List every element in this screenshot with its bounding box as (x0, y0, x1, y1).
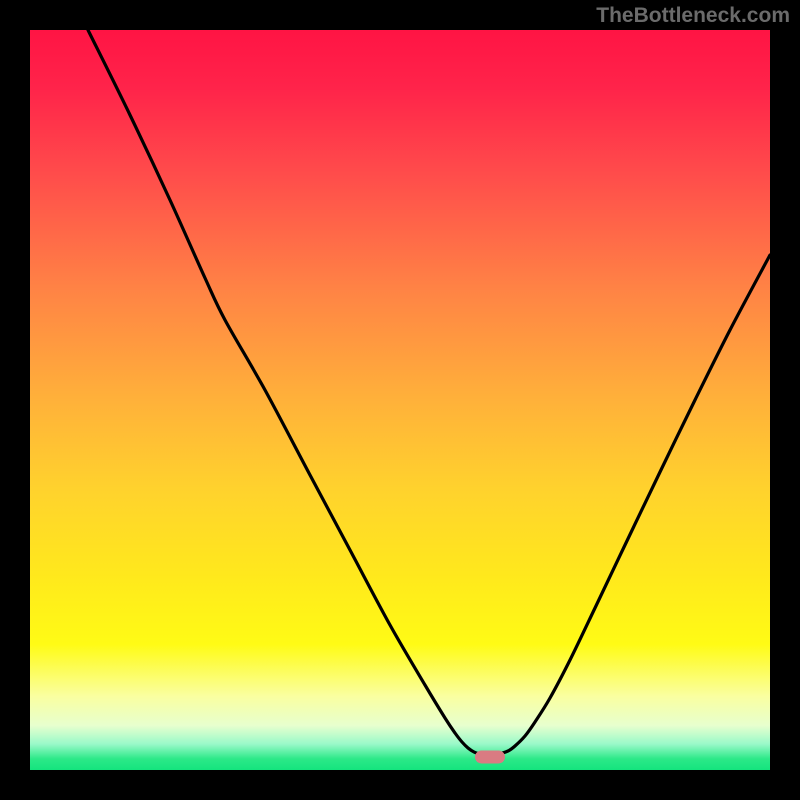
chart-container: TheBottleneck.com (0, 0, 800, 800)
min-marker (475, 751, 505, 764)
bottleneck-chart (0, 0, 800, 800)
watermark-text: TheBottleneck.com (596, 4, 790, 28)
